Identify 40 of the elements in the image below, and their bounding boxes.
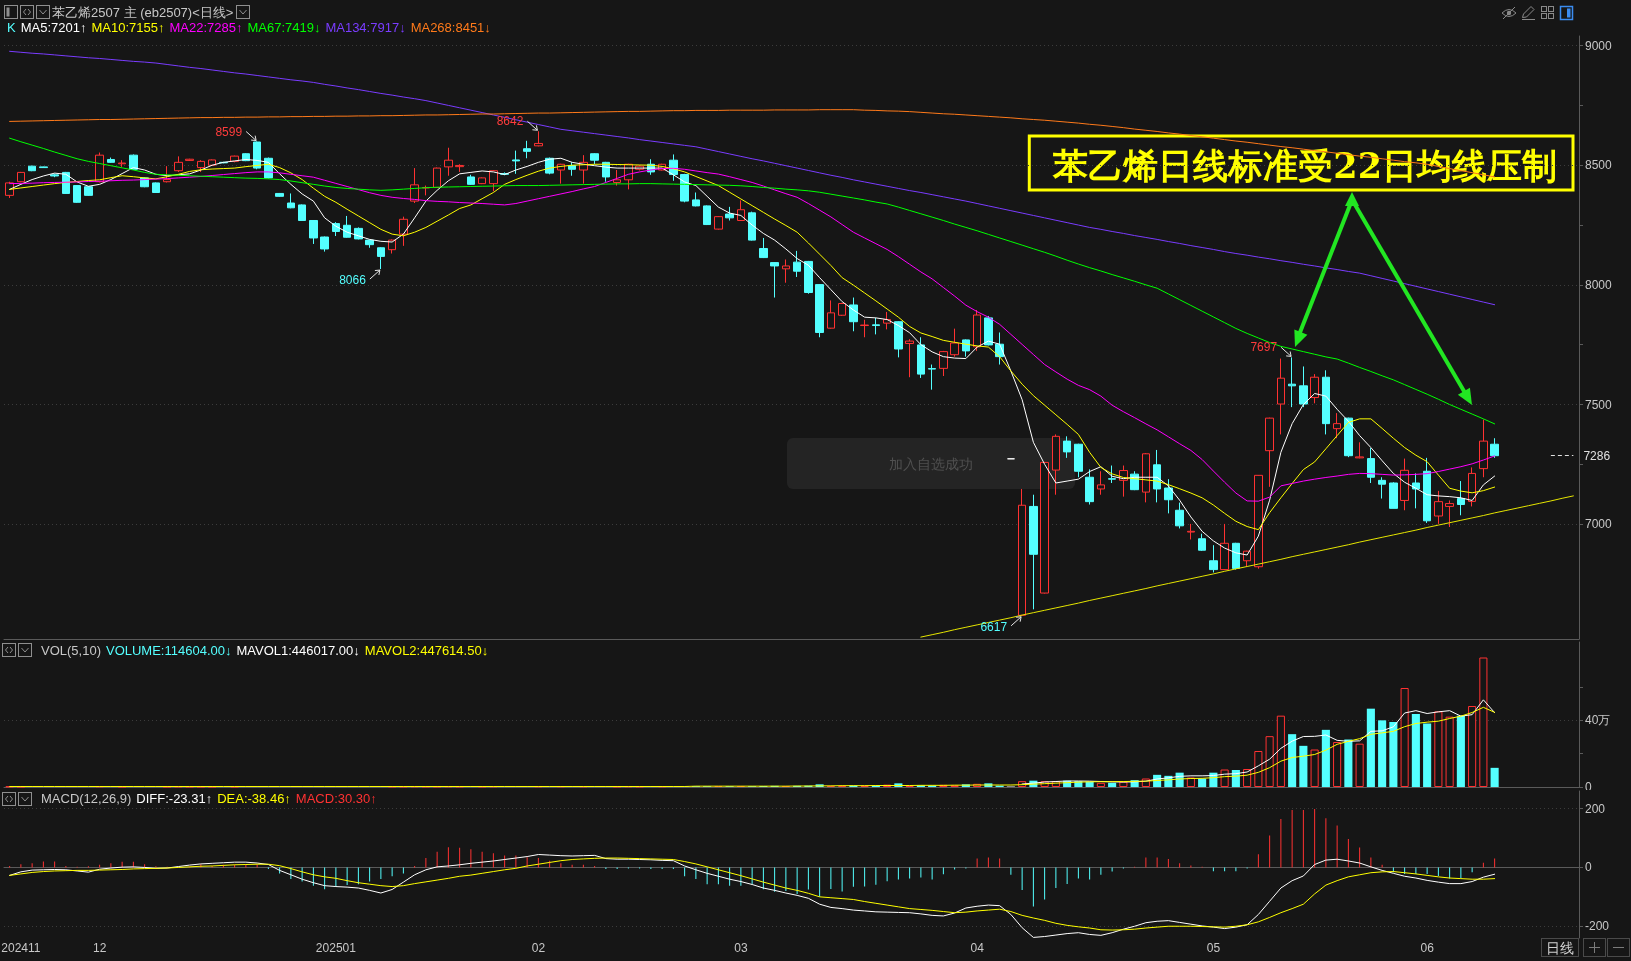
text: MA22:7285↑ <box>169 20 243 35</box>
annotation: 8599 <box>215 124 243 139</box>
x-tick-label: 12 <box>92 941 107 955</box>
text: MA134:7917↓ <box>325 20 406 35</box>
y-tick-label: 7500 <box>1585 397 1613 412</box>
ref-line-label: 7286 <box>1583 448 1611 463</box>
y-tick-label: 9000 <box>1585 38 1613 53</box>
text: MA5:7201↑ <box>20 20 87 35</box>
y-tick-label: 40万 <box>1585 713 1611 728</box>
annotation: 6617 <box>980 619 1008 634</box>
text: DIFF:-23.31↑ <box>136 791 213 806</box>
button: 日线 <box>1541 938 1579 957</box>
text: VOLUME:114604.00↓ <box>105 643 232 658</box>
text: MACD:30.30↑ <box>295 791 377 806</box>
y-tick-label: 200 <box>1585 801 1606 816</box>
x-tick-label: 04 <box>970 941 985 955</box>
x-tick-label: 03 <box>734 941 748 955</box>
text: DEA:-38.46↑ <box>217 791 291 806</box>
text: K <box>7 20 16 35</box>
y-tick-label: 8000 <box>1585 277 1613 292</box>
x-tick-label: 202501 <box>315 941 357 955</box>
y-tick-label: 8500 <box>1585 158 1613 173</box>
y-tick-label: 0 <box>1585 860 1592 875</box>
y-tick-label: -200 <box>1585 919 1610 934</box>
text: MA10:7155↑ <box>91 20 165 35</box>
x-tick-label: 02 <box>531 941 546 955</box>
annotation: 8066 <box>339 273 367 288</box>
text: MA268:8451↓ <box>410 20 491 35</box>
chart-title: MACD(12,26,9) <box>41 791 132 806</box>
chart-title: 苯乙烯2507 主 (eb2507)<日线> <box>52 5 234 20</box>
x-tick-label: 05 <box>1206 941 1221 955</box>
annotation: 7697 <box>1250 340 1278 355</box>
x-tick-label: 202411 <box>1 941 41 955</box>
text: MA67:7419↓ <box>247 20 321 35</box>
annotation: 8642 <box>496 114 524 129</box>
y-tick-label: 7000 <box>1585 517 1613 532</box>
chart-title: VOL(5,10) <box>41 643 101 658</box>
text: MAVOL2:447614.50↓ <box>364 643 489 658</box>
text: MAVOL1:446017.00↓ <box>236 643 360 658</box>
x-tick-label: 06 <box>1420 941 1435 955</box>
